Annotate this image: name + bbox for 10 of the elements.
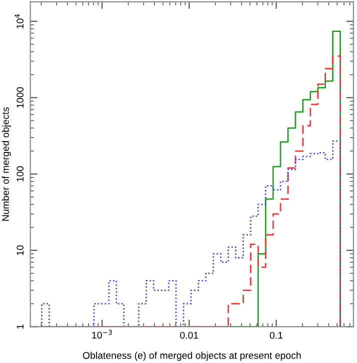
y-tick-label: 10$^{4}$	[14, 14, 24, 28]
y-tick-label: 1	[16, 324, 24, 329]
y-tick-label: 1000	[16, 87, 24, 108]
x-axis-title: Oblateness (e) of merged objects at present epoch	[82, 352, 301, 361]
x-tick-label: 10$^{−3}$	[92, 330, 112, 339]
y-tick-label: 100	[16, 166, 24, 182]
y-axis-title: Number of merged objects	[2, 107, 11, 221]
x-tick-label: 0.01	[180, 332, 198, 339]
x-tick-label: 0.1	[270, 332, 283, 339]
y-tick-label: 10	[16, 245, 24, 256]
